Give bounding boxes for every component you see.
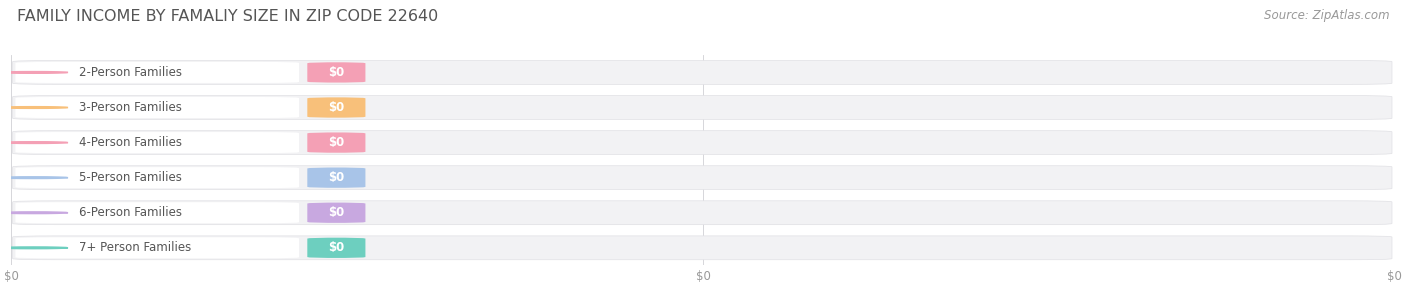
Circle shape — [0, 107, 67, 108]
Text: 5-Person Families: 5-Person Families — [79, 171, 181, 184]
FancyBboxPatch shape — [15, 62, 299, 83]
Circle shape — [0, 247, 67, 249]
Circle shape — [0, 142, 67, 143]
Text: $0: $0 — [328, 241, 344, 254]
FancyBboxPatch shape — [13, 131, 1392, 155]
FancyBboxPatch shape — [308, 238, 366, 258]
Text: 7+ Person Families: 7+ Person Families — [79, 241, 191, 254]
Text: 4-Person Families: 4-Person Families — [79, 136, 181, 149]
Text: FAMILY INCOME BY FAMALIY SIZE IN ZIP CODE 22640: FAMILY INCOME BY FAMALIY SIZE IN ZIP COD… — [17, 9, 439, 24]
FancyBboxPatch shape — [13, 60, 1392, 84]
Text: 3-Person Families: 3-Person Families — [79, 101, 181, 114]
FancyBboxPatch shape — [308, 167, 366, 188]
FancyBboxPatch shape — [308, 203, 366, 223]
FancyBboxPatch shape — [15, 132, 299, 153]
FancyBboxPatch shape — [13, 95, 1392, 120]
FancyBboxPatch shape — [15, 97, 299, 118]
Circle shape — [0, 212, 67, 214]
FancyBboxPatch shape — [15, 202, 299, 223]
Text: $0: $0 — [328, 101, 344, 114]
Circle shape — [0, 177, 67, 178]
Text: $0: $0 — [328, 206, 344, 219]
Text: Source: ZipAtlas.com: Source: ZipAtlas.com — [1264, 9, 1389, 22]
Text: $0: $0 — [328, 66, 344, 79]
FancyBboxPatch shape — [13, 236, 1392, 260]
Circle shape — [0, 72, 67, 73]
FancyBboxPatch shape — [308, 97, 366, 118]
FancyBboxPatch shape — [308, 132, 366, 153]
Text: 6-Person Families: 6-Person Families — [79, 206, 181, 219]
Text: $0: $0 — [328, 136, 344, 149]
FancyBboxPatch shape — [13, 201, 1392, 225]
FancyBboxPatch shape — [15, 237, 299, 258]
FancyBboxPatch shape — [308, 62, 366, 83]
FancyBboxPatch shape — [13, 166, 1392, 190]
FancyBboxPatch shape — [15, 167, 299, 188]
Text: 2-Person Families: 2-Person Families — [79, 66, 181, 79]
Text: $0: $0 — [328, 171, 344, 184]
